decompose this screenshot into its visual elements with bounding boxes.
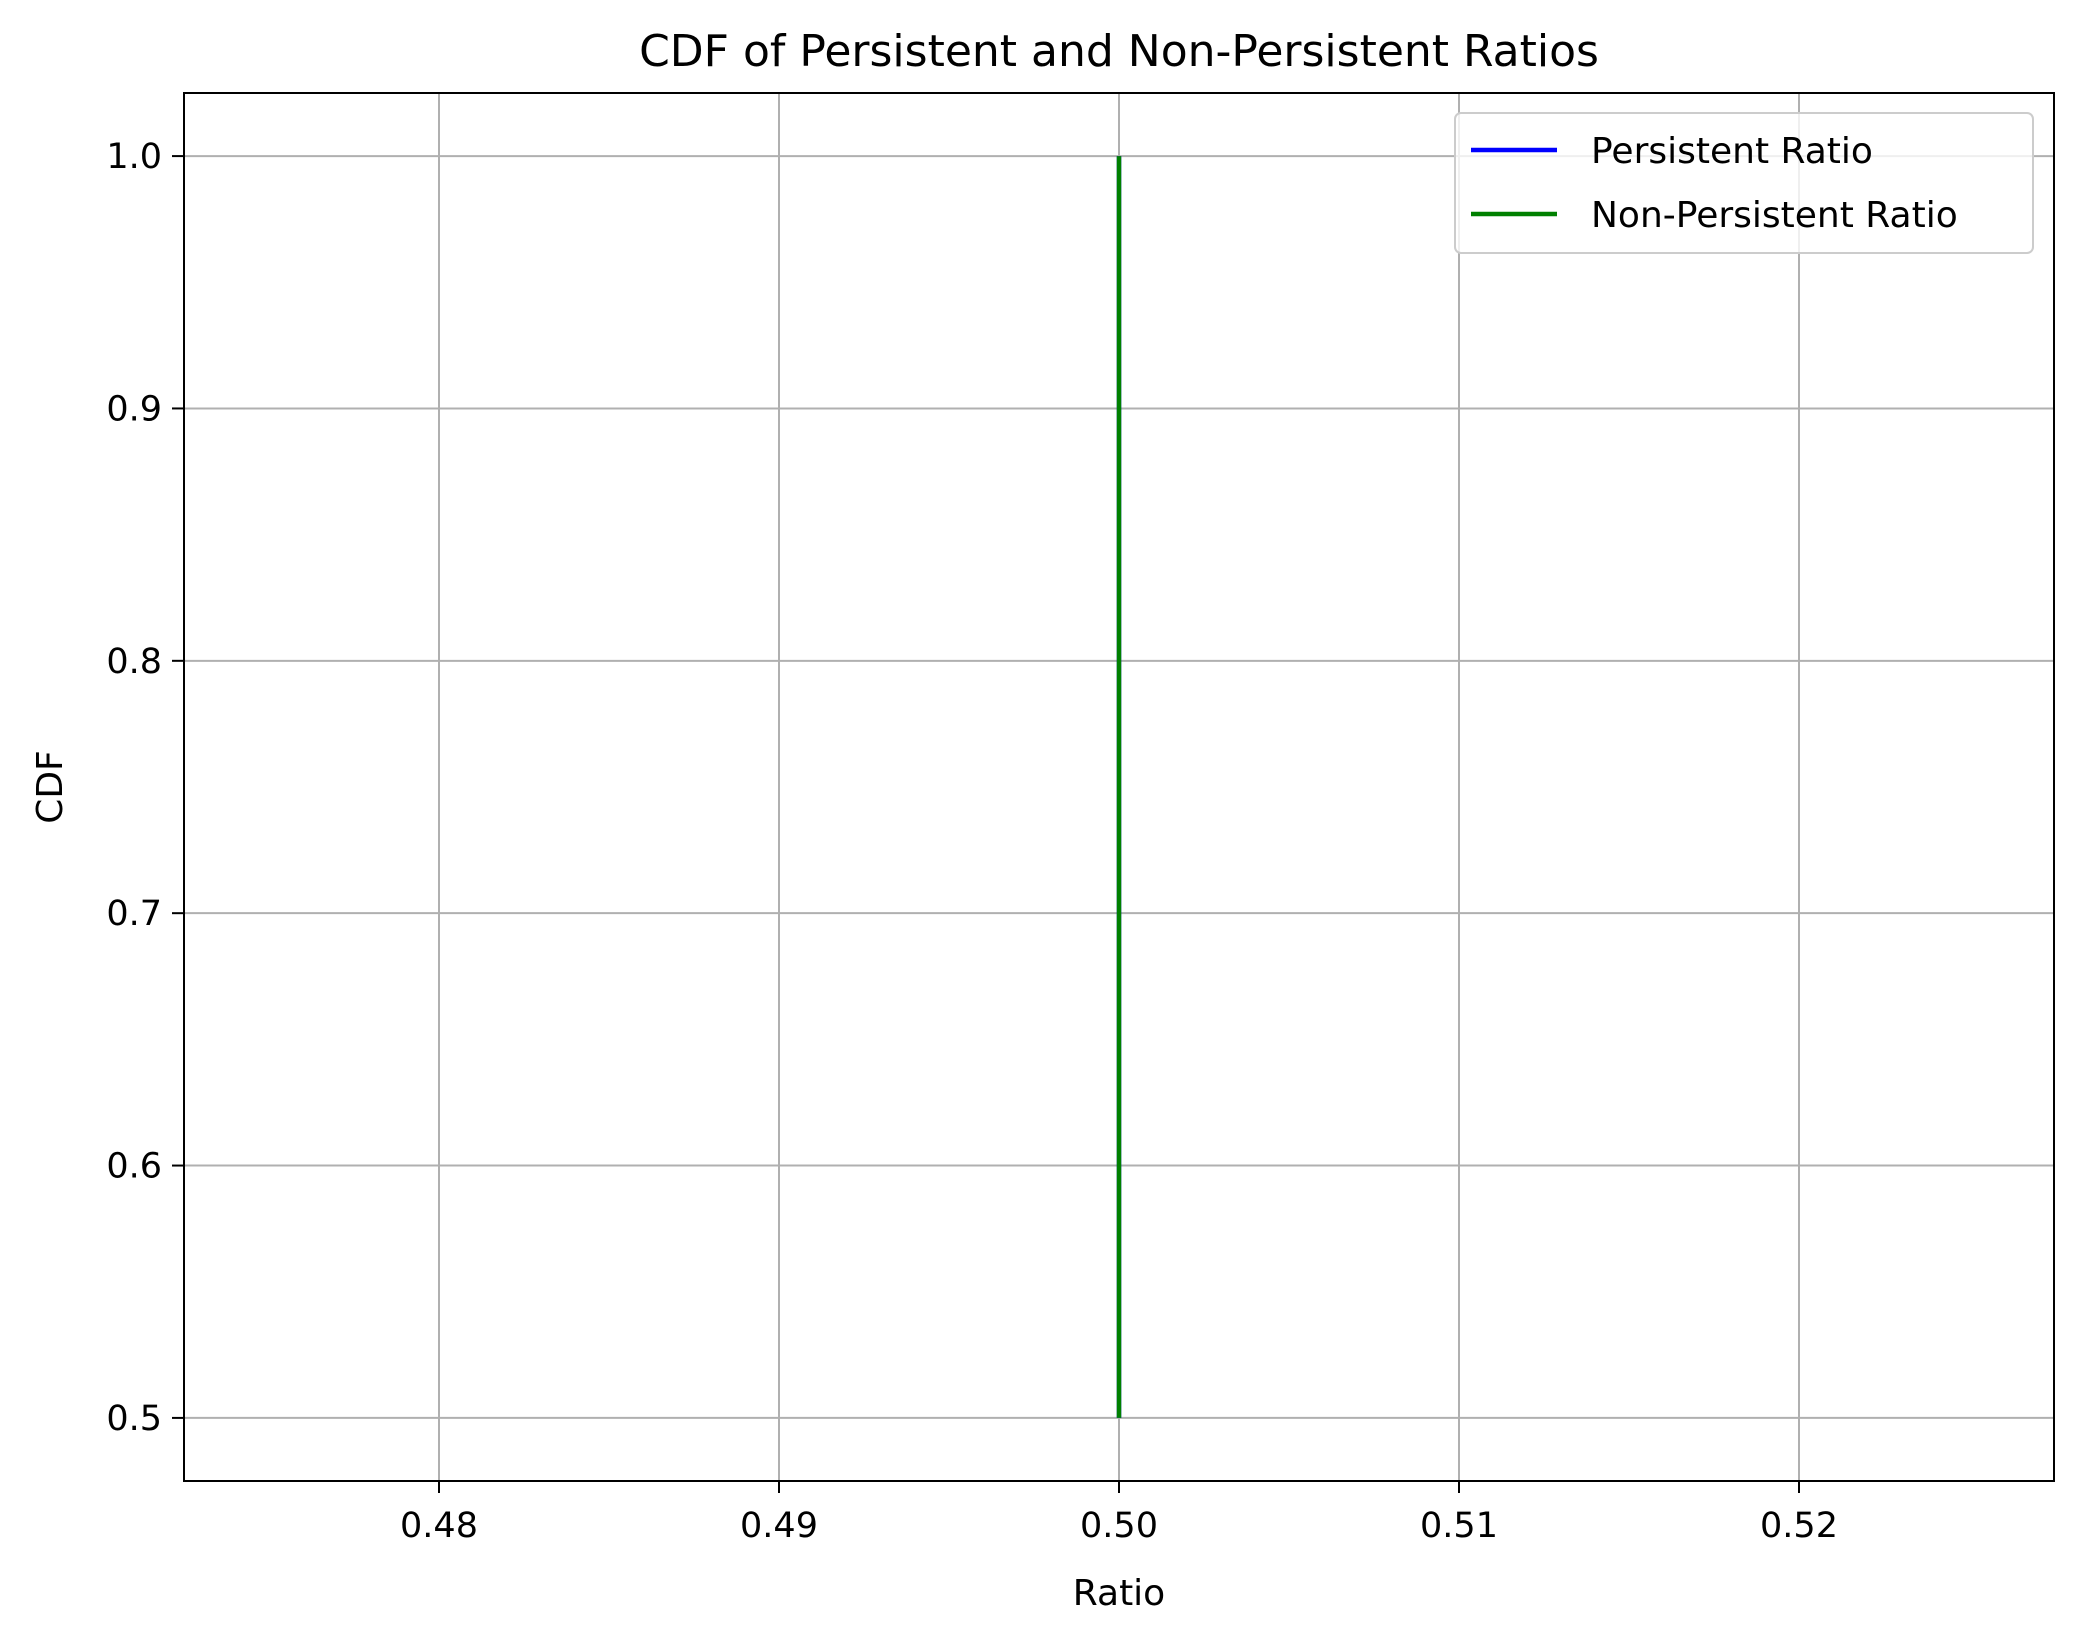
y-axis-label: CDF <box>30 750 71 824</box>
legend-label-1: Non-Persistent Ratio <box>1591 195 1958 236</box>
y-tick-label: 0.7 <box>106 894 162 934</box>
y-tick-label: 0.6 <box>106 1147 162 1187</box>
x-tick-label: 0.48 <box>400 1506 478 1546</box>
legend-box <box>1454 112 2034 254</box>
legend-label-0: Persistent Ratio <box>1591 131 1873 172</box>
y-tick-label: 0.8 <box>106 642 162 682</box>
x-axis-label: Ratio <box>1073 1573 1165 1614</box>
y-tick-label: 0.9 <box>106 389 162 429</box>
ticks-layer: 0.48 0.49 0.50 0.51 0.52 0.5 0.6 0.7 0.8 0.9 1.0 <box>106 137 1838 1546</box>
chart-title: CDF of Persistent and Non-Persistent Rat… <box>639 26 1599 77</box>
y-tick-label: 0.5 <box>106 1399 162 1439</box>
x-tick-label: 0.49 <box>740 1506 818 1546</box>
x-tick-label: 0.51 <box>1420 1506 1498 1546</box>
x-tick-label: 0.52 <box>1760 1506 1838 1546</box>
legend: Persistent Ratio Non-Persistent Ratio <box>1454 112 2034 254</box>
x-tick-label: 0.50 <box>1080 1506 1158 1546</box>
y-tick-label: 1.0 <box>106 137 162 177</box>
